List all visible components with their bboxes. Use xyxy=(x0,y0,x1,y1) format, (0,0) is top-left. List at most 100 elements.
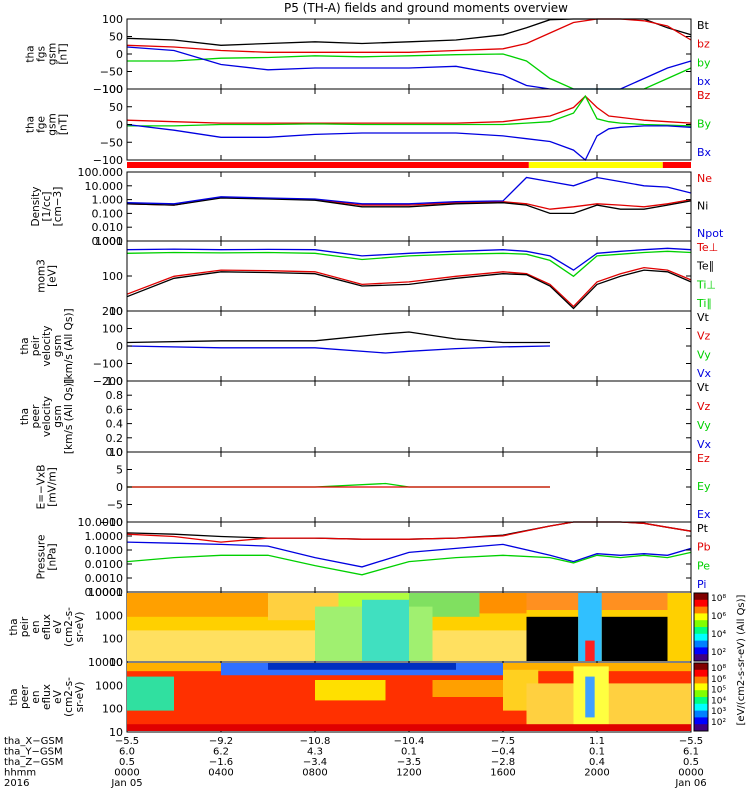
colorbar-swatch xyxy=(694,640,708,648)
series-line-Pi xyxy=(126,541,692,568)
series-line-Bz xyxy=(126,95,692,124)
y-tick-label: 50 xyxy=(109,31,123,44)
y-axis-label: sr-eV) xyxy=(74,612,86,643)
y-axis-label: fge xyxy=(36,116,48,133)
y-axis-label: [eV] xyxy=(47,265,59,287)
y-tick-label: 1000 xyxy=(95,609,123,622)
colorbar-swatch xyxy=(694,613,708,621)
x-row-value: −3.5 xyxy=(397,757,421,768)
y-tick-label: 1.000 xyxy=(92,194,124,207)
series-line-Npot xyxy=(126,176,692,205)
x-row-value: 1600 xyxy=(490,768,515,779)
panel-frame xyxy=(126,380,692,453)
x-row-value: 0.4 xyxy=(589,757,605,768)
y-tick-label: 1000 xyxy=(95,235,123,248)
y-axis-label: [nPa] xyxy=(47,543,59,570)
y-tick-label: 0.2 xyxy=(106,432,124,445)
y-axis-label: tha xyxy=(25,45,37,62)
y-tick-label: 100 xyxy=(102,13,123,26)
y-axis-label: velocity xyxy=(41,396,53,437)
ion-spectrogram-band xyxy=(601,616,668,661)
colorbar-swatch xyxy=(694,690,708,698)
spectrograms xyxy=(127,593,691,731)
y-tick-label: 0 xyxy=(116,48,123,61)
legend-entry: Ti∥ xyxy=(696,297,712,310)
y-axis-label: [nT] xyxy=(58,43,70,64)
colorbar-swatch xyxy=(694,593,708,601)
y-tick-label: 10 xyxy=(109,726,123,739)
legend-entry: Vy xyxy=(697,348,711,361)
y-tick-label: 1.0000 xyxy=(85,530,124,543)
panel-peir_velocity: 200 100 0 −100 −200 tha peir velocity gsm [km/s (… xyxy=(19,305,712,388)
y-tick-label: −5 xyxy=(107,499,123,512)
mode-bar-yellow xyxy=(528,162,663,168)
colorbar-swatch xyxy=(694,647,708,655)
y-tick-label: 0.100 xyxy=(92,207,124,220)
y-tick-label: 0.0001 xyxy=(85,586,124,599)
colorbar-tick-label: 10⁶ xyxy=(711,675,726,685)
colorbar-swatch xyxy=(694,627,708,635)
x-row-value: −10.4 xyxy=(394,736,425,747)
y-axis-label: gsm xyxy=(52,405,64,427)
mode-bar-red xyxy=(662,162,691,168)
y-tick-label: −10 xyxy=(100,516,123,529)
x-row-value: −10.8 xyxy=(300,736,331,747)
panel-peer_eflux: 10000 1000 100 10 tha peer en eflux eV (cm2-s-sr-… xyxy=(8,656,692,739)
x-row-label: tha_X−GSM xyxy=(4,736,63,747)
x-row-value: −5.5 xyxy=(115,736,139,747)
legend-entry: Te∥ xyxy=(696,260,714,273)
y-axis-label: peir xyxy=(19,616,31,637)
y-axis-label: [cm−3] xyxy=(52,187,64,227)
ion-spectrogram-band xyxy=(585,640,595,661)
colorbar-swatch xyxy=(694,724,708,732)
colorbar-swatch xyxy=(694,676,708,684)
y-tick-label: 1000 xyxy=(95,679,123,692)
panel-frame xyxy=(126,521,692,593)
y-axis-label: gsm xyxy=(47,43,59,65)
y-axis-label: tha xyxy=(19,337,31,354)
colorbar-swatch xyxy=(694,683,708,691)
y-axis-label: peer xyxy=(30,404,42,429)
y-tick-label: 100 xyxy=(102,83,123,96)
series-line-Ni xyxy=(126,197,692,215)
y-axis-label: gsm xyxy=(52,335,64,357)
y-tick-label: −100 xyxy=(93,83,123,96)
y-tick-label: −50 xyxy=(100,66,123,79)
x-row-value: 6.0 xyxy=(119,747,135,758)
x-row-value: −0.4 xyxy=(491,747,515,758)
x-row-value: −9.2 xyxy=(209,736,233,747)
legend-entry: Ez xyxy=(697,452,710,465)
y-tick-label: 200 xyxy=(102,305,123,318)
y-axis-label: eflux xyxy=(41,684,53,710)
y-axis-label: Pressure xyxy=(36,535,48,580)
colorbar-swatch xyxy=(694,606,708,614)
x-row-value: 2000 xyxy=(584,768,609,779)
x-row-value: 4.3 xyxy=(307,747,323,758)
electron-spectrogram-band xyxy=(585,676,595,718)
x-row-value: 0800 xyxy=(302,768,327,779)
legend-entry: Vx xyxy=(697,438,712,451)
electron-spectrogram-band xyxy=(127,676,174,711)
panel-temperature: 1000 100 10 mom3 [eV] Te⊥ Te∥ Ti⊥ Ti∥ xyxy=(36,235,719,318)
ion-spectrogram-band xyxy=(667,593,691,661)
legend-entry: Vt xyxy=(697,311,710,324)
panel-peer_velocity: 1.00.80.6 0.40.20.0 tha peer velocity gsm [km/… xyxy=(19,375,712,459)
y-tick-label: 0.010 xyxy=(92,221,124,234)
legend-entry: Pi xyxy=(697,578,706,591)
x-row-value: 0.1 xyxy=(401,747,417,758)
colorbar-swatch xyxy=(694,654,708,662)
colorbar-swatch xyxy=(694,717,708,725)
series-line-Bx xyxy=(126,123,692,162)
panel-frame xyxy=(126,310,692,382)
y-axis-label: mom3 xyxy=(36,259,48,293)
y-tick-label: 0.0 xyxy=(106,446,124,459)
ion-spectrogram-band xyxy=(479,593,527,614)
legend-entry: Ni xyxy=(697,200,708,213)
colorbar-tick-label: 10⁴ xyxy=(711,630,726,640)
colorbar-swatch xyxy=(694,620,708,628)
series-line-Vt xyxy=(126,331,550,344)
y-tick-label: 100.000 xyxy=(78,166,124,179)
